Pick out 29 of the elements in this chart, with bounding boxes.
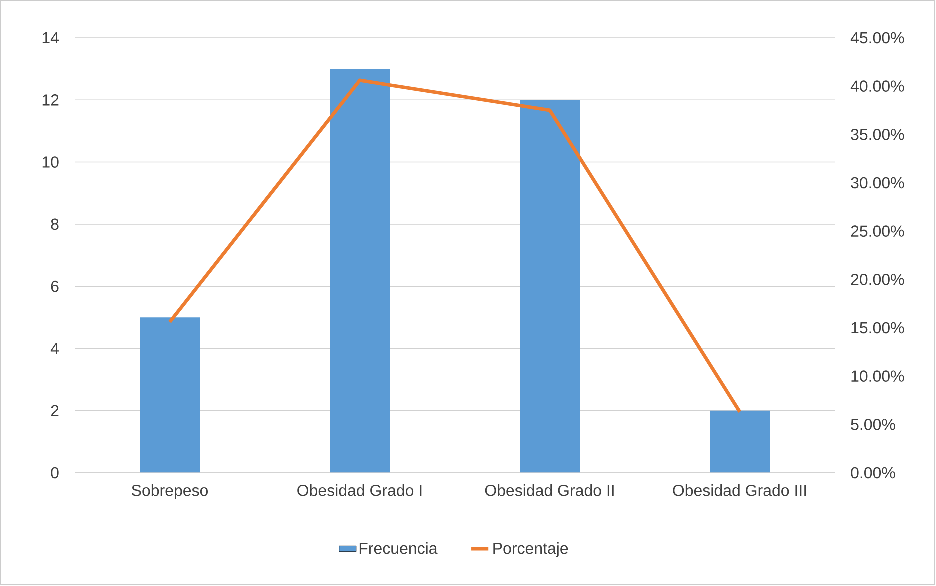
y-tick-label: 12 xyxy=(42,94,59,106)
bar xyxy=(520,100,580,473)
x-tick-label: Obesidad Grado I xyxy=(298,484,422,496)
y2-tick-label: 0.00% xyxy=(851,467,896,479)
y-tick-label: 2 xyxy=(51,405,59,416)
y-tick-label: 4 xyxy=(50,343,59,354)
y2-tick-label: 15.00% xyxy=(852,322,904,334)
x-tick-label: Obesidad Grado III xyxy=(673,484,806,496)
y-tick-label: 10 xyxy=(42,156,59,168)
y2-tick-label: 35.00% xyxy=(851,129,904,140)
legend-label: Frecuencia xyxy=(360,542,438,554)
y2-tick-label: 20.00% xyxy=(851,274,904,286)
y-tick-label: 0 xyxy=(51,467,59,479)
y2-tick-label: 10.00% xyxy=(852,370,904,382)
y2-tick-label: 45.00% xyxy=(850,32,904,44)
x-tick-label: Sobrepeso xyxy=(132,484,208,500)
y-tick-label: 14 xyxy=(42,32,59,44)
y2-tick-label: 25.00% xyxy=(851,226,904,237)
line-series xyxy=(168,78,742,414)
y2-tick-label: 30.00% xyxy=(851,177,904,189)
x-tick-label: Obesidad Grado II xyxy=(485,484,614,496)
y-tick-label: 6 xyxy=(51,280,59,292)
y2-tick-label: 40.00% xyxy=(850,80,904,92)
y2-tick-label: 5.00% xyxy=(851,419,896,430)
bar xyxy=(330,69,390,473)
legend-label: Porcentaje xyxy=(494,542,568,558)
y-tick-label: 8 xyxy=(51,218,59,230)
bar xyxy=(710,410,770,473)
bar xyxy=(140,318,200,473)
